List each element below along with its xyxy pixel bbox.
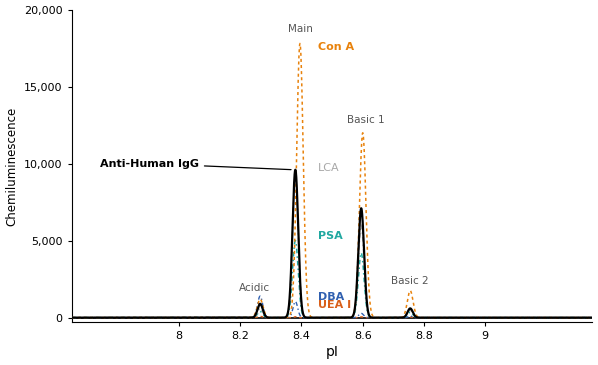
Text: PSA: PSA xyxy=(318,231,343,241)
X-axis label: pI: pI xyxy=(326,345,338,360)
Text: Main: Main xyxy=(288,24,312,34)
Text: LCA: LCA xyxy=(318,163,340,173)
Text: UEA I: UEA I xyxy=(318,300,352,310)
Y-axis label: Chemiluminescence: Chemiluminescence xyxy=(5,106,19,226)
Text: Anti-Human IgG: Anti-Human IgG xyxy=(100,158,291,170)
Text: Acidic: Acidic xyxy=(239,283,270,293)
Text: DBA: DBA xyxy=(318,292,344,302)
Text: Basic 2: Basic 2 xyxy=(392,276,429,286)
Text: Basic 1: Basic 1 xyxy=(347,115,385,125)
Text: Con A: Con A xyxy=(318,42,355,51)
